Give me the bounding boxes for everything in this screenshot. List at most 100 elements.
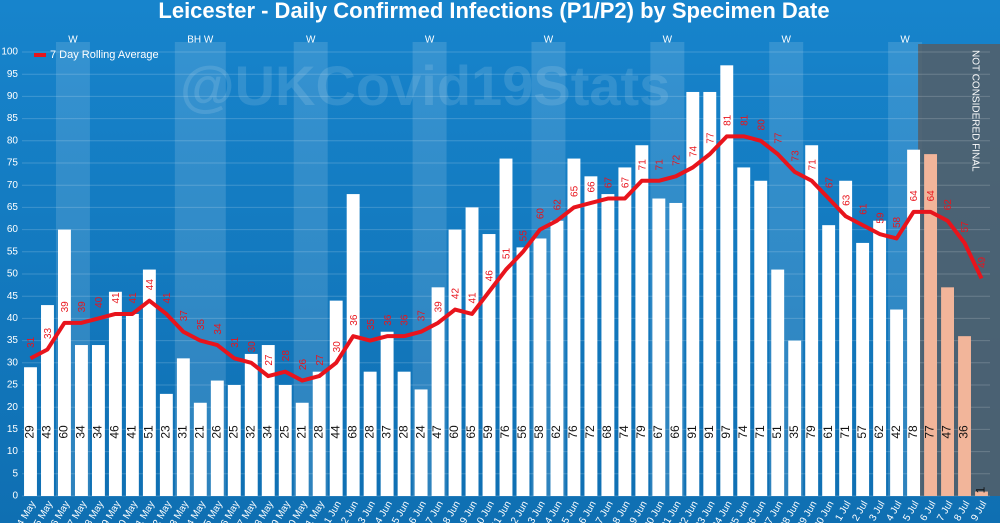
bar-value-label: 32 (243, 425, 257, 439)
average-label: 63 (841, 194, 852, 206)
average-label: 41 (468, 292, 479, 304)
bar-value-label: 35 (787, 425, 801, 439)
y-tick-label: 0 (12, 491, 18, 502)
bar (873, 220, 887, 496)
bar-value-label: 66 (668, 425, 682, 439)
average-label: 37 (417, 310, 428, 322)
y-tick-label: 65 (7, 202, 19, 213)
bar-value-label: 51 (770, 425, 784, 439)
bar (890, 309, 904, 496)
bar-value-label: 28 (311, 425, 325, 439)
bar (567, 158, 581, 496)
average-label: 33 (43, 327, 54, 339)
bar-value-label: 25 (277, 425, 291, 439)
bar-value-label: 24 (413, 425, 427, 439)
bar-value-label: 91 (685, 425, 699, 439)
y-tick-label: 90 (7, 91, 19, 102)
bar-value-label: 47 (940, 425, 954, 439)
average-label: 71 (654, 159, 665, 171)
average-label: 44 (145, 279, 156, 291)
bar-value-label: 65 (464, 425, 478, 439)
bar-value-label: 56 (515, 425, 529, 439)
bar (822, 225, 836, 496)
bar (448, 229, 462, 496)
provisional-label: NOT CONSIDERED FINAL (969, 50, 980, 172)
average-label: 81 (739, 114, 750, 126)
average-label: 28 (281, 350, 292, 362)
average-label: 71 (807, 159, 818, 171)
average-label: 67 (824, 177, 835, 189)
band-label: W (544, 35, 554, 46)
bar (669, 202, 683, 496)
bar-value-label: 34 (260, 425, 274, 439)
bar (193, 402, 207, 496)
bar (737, 167, 751, 496)
average-label: 64 (926, 190, 937, 202)
average-label: 64 (909, 190, 920, 202)
average-label: 58 (892, 216, 903, 228)
y-tick-label: 85 (7, 113, 19, 124)
average-label: 39 (77, 301, 88, 313)
bar (91, 345, 105, 496)
band-label: W (781, 35, 791, 46)
average-label: 46 (485, 270, 496, 282)
bar-value-label: 28 (396, 425, 410, 439)
bar (550, 220, 564, 496)
bar-value-label: 1 (974, 486, 988, 493)
bar (261, 345, 275, 496)
bar (958, 336, 971, 496)
average-label: 66 (587, 181, 598, 193)
average-label: 74 (688, 145, 699, 157)
bar-value-label: 31 (176, 425, 190, 439)
average-label: 59 (875, 212, 886, 224)
average-label: 57 (960, 221, 971, 233)
band-label: W (900, 35, 910, 46)
bar-value-label: 46 (108, 425, 122, 439)
average-label: 81 (722, 114, 733, 126)
bar (159, 393, 173, 496)
bar (754, 180, 768, 496)
bar (720, 65, 734, 496)
y-tick-label: 95 (7, 69, 19, 80)
average-label: 72 (671, 154, 682, 166)
bar (244, 353, 258, 496)
average-label: 35 (196, 319, 207, 331)
bar-value-label: 58 (532, 425, 546, 439)
y-tick-label: 10 (7, 446, 19, 457)
bar (142, 269, 156, 496)
y-tick-label: 20 (7, 402, 19, 413)
bar-value-label: 51 (142, 425, 156, 439)
bar (346, 194, 360, 496)
y-tick-label: 40 (7, 313, 19, 324)
average-label: 31 (26, 336, 37, 348)
bar (686, 91, 700, 497)
average-label: 36 (349, 314, 360, 326)
bar (584, 176, 598, 496)
bar-value-label: 41 (125, 425, 139, 439)
bar-value-label: 68 (345, 425, 359, 439)
bar-value-label: 76 (566, 425, 580, 439)
bar (465, 207, 479, 496)
bar-value-label: 71 (838, 425, 852, 439)
average-label: 62 (553, 199, 564, 211)
average-label: 51 (502, 248, 513, 260)
bar (856, 242, 870, 496)
bar-value-label: 37 (379, 425, 393, 439)
bar (652, 198, 666, 496)
y-tick-label: 100 (1, 47, 18, 58)
average-label: 35 (366, 319, 377, 331)
bar-value-label: 36 (957, 425, 971, 439)
bar (431, 287, 445, 496)
bar-value-label: 42 (889, 425, 903, 439)
average-label: 41 (111, 292, 122, 304)
average-label: 27 (315, 354, 326, 366)
bar-value-label: 34 (74, 425, 88, 439)
average-label: 26 (298, 359, 309, 371)
average-label: 36 (383, 314, 394, 326)
band-label: W (68, 35, 78, 46)
bar (176, 358, 190, 496)
bar-value-label: 74 (736, 425, 750, 439)
y-tick-label: 15 (7, 424, 19, 435)
band-label: W (306, 35, 316, 46)
